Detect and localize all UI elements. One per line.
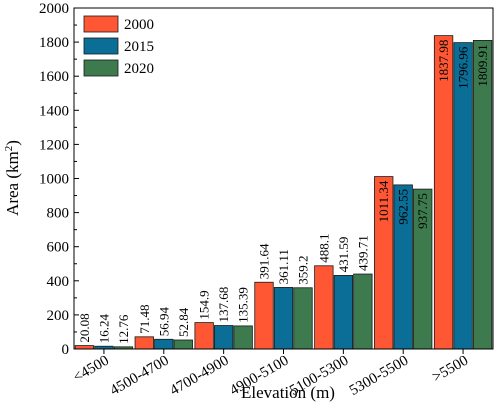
bar-2015-1 xyxy=(154,338,174,350)
y-tick-label-10: 2000 xyxy=(39,1,69,17)
data-label-2000-5: 1011.34 xyxy=(376,180,391,222)
bar-2020-2 xyxy=(233,325,253,350)
data-label-2000-2: 154.9 xyxy=(197,290,212,319)
x-tick-label-1: 4500-4700 xyxy=(107,353,171,399)
data-label-2000-1: 71.48 xyxy=(137,305,152,334)
data-label-2020-4: 439.71 xyxy=(355,235,370,271)
y-axis-title: Area (km2) xyxy=(3,140,22,216)
data-label-2015-3: 361.11 xyxy=(276,249,291,284)
data-label-2015-2: 137.68 xyxy=(216,287,231,323)
bar-2000-4 xyxy=(314,265,334,350)
bars-layer xyxy=(74,35,493,350)
legend-label-2020: 2020 xyxy=(124,61,154,77)
legend-swatch-2000 xyxy=(83,15,119,33)
data-label-2015-1: 56.94 xyxy=(156,307,171,337)
bar-2015-3 xyxy=(273,287,294,350)
y-axis-title-main: Area (km xyxy=(3,151,22,216)
bar-2015-4 xyxy=(333,275,354,350)
legend-swatch-2015 xyxy=(83,37,119,55)
data-label-2020-1: 52.84 xyxy=(176,307,191,337)
bar-2000-2 xyxy=(194,322,214,350)
bar-2000-1 xyxy=(134,336,154,350)
bar-2000-0 xyxy=(74,345,95,350)
y-tick-label-5: 1000 xyxy=(39,172,69,188)
data-label-2000-3: 391.64 xyxy=(257,243,272,279)
y-tick-label-0: 0 xyxy=(62,342,70,358)
data-label-2000-6: 1837.98 xyxy=(436,40,451,82)
y-axis-title-sup: 2 xyxy=(3,146,15,152)
y-tick-label-6: 1200 xyxy=(39,137,69,153)
x-tick-label-0: <4500 xyxy=(71,353,112,386)
y-axis-title-close: ) xyxy=(3,140,22,146)
data-label-2015-0: 16.24 xyxy=(96,313,111,343)
bar-2000-3 xyxy=(254,281,274,350)
legend-swatch-2020 xyxy=(83,59,119,77)
data-label-2020-3: 359.2 xyxy=(296,256,311,285)
x-tick-label-5: 5300-5500 xyxy=(347,353,411,399)
y-tick-label-8: 1600 xyxy=(39,69,69,85)
data-label-2000-0: 20.08 xyxy=(77,313,92,342)
bar-2015-2 xyxy=(213,325,234,350)
data-label-2000-4: 488.1 xyxy=(316,234,331,263)
data-label-2015-6: 1796.96 xyxy=(456,46,471,89)
y-tick-label-3: 600 xyxy=(47,240,70,256)
bar-2020-3 xyxy=(293,287,313,350)
y-tick-label-2: 400 xyxy=(47,274,70,290)
legend-label-2015: 2015 xyxy=(124,39,154,55)
bar-2020-1 xyxy=(173,339,193,350)
legend: 2000 2015 2020 xyxy=(83,15,154,77)
legend-label-2000: 2000 xyxy=(124,17,154,33)
x-tick-label-6: >5500 xyxy=(430,353,471,386)
data-label-2015-5: 962.55 xyxy=(396,189,411,225)
x-axis-title: Elevation (m) xyxy=(241,383,335,402)
data-label-2015-4: 431.59 xyxy=(336,237,351,273)
y-tick-label-1: 200 xyxy=(47,308,70,324)
data-label-2020-2: 135.39 xyxy=(236,287,251,323)
data-label-2020-5: 937.75 xyxy=(415,193,430,229)
bar-2020-4 xyxy=(353,273,373,350)
y-tick-label-7: 1400 xyxy=(39,103,69,119)
data-label-2020-6: 1809.91 xyxy=(475,44,490,86)
y-tick-label-4: 800 xyxy=(47,206,70,222)
y-tick-label-9: 1800 xyxy=(39,35,69,51)
data-label-2020-0: 12.76 xyxy=(116,314,131,344)
data-labels-layer: 20.08 16.24 12.76 71.48 56.94 52.84 154.9 137.6… xyxy=(77,40,490,344)
x-tick-label-2: 4700-4900 xyxy=(167,353,231,399)
